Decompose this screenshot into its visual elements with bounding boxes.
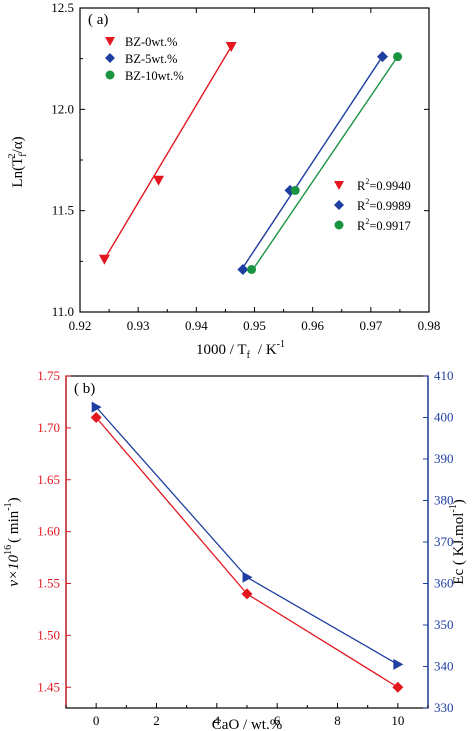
r2-marker-circle: [334, 220, 344, 230]
right-y-tick-label: 360: [434, 576, 454, 591]
data-point-2-0: [247, 264, 257, 274]
data-point-v-2: [392, 681, 404, 693]
right-y-tick-label: 350: [434, 617, 454, 632]
x-tick-label: 0.95: [243, 318, 266, 333]
x-tick-label: 0.92: [69, 318, 92, 333]
r2-text-bz0: R2=0.9940: [357, 177, 411, 193]
x-tick-label: 0.97: [359, 318, 382, 333]
data-point-v-1: [241, 588, 253, 600]
left-y-tick-label: 1.70: [37, 420, 60, 435]
panel-a-x-axis-label: 1000 / Tf / K-1: [196, 339, 285, 361]
data-point-0-2: [225, 42, 237, 53]
panel-a-legend-series: BZ-0wt.% BZ-5wt.% BZ-10wt.%: [105, 35, 184, 83]
right-y-tick-label: 380: [434, 493, 454, 508]
x-tick-label: 0.96: [301, 318, 324, 333]
panel-a-chart: ( a) 0.92 0.93 0.94 0.95 0.96 0.97 0.98 11.0 11.…: [7, 0, 440, 361]
panel-b-x-axis-label: CaO / wt.%: [212, 717, 282, 731]
legend-label-bz0: BZ-0wt.%: [125, 35, 177, 49]
panel-b-right-axis-label: Ec ( KJ.mol-1): [448, 499, 467, 584]
panel-a-y-axis-label: Ln(Tf2/α): [7, 136, 29, 187]
fit-line-0: [103, 46, 232, 260]
data-point-Ec-1: [242, 571, 253, 583]
legend-entry-bz0: BZ-0wt.%: [105, 35, 177, 49]
r2-entry-bz10: R2=0.9917: [334, 217, 411, 233]
fit-line-2: [251, 56, 399, 272]
legend-label-bz5: BZ-5wt.%: [125, 52, 177, 66]
panel-a-series: [98, 42, 403, 275]
data-point-0-0: [98, 254, 110, 265]
legend-marker-diamond: [105, 53, 115, 63]
data-point-2-1: [290, 185, 300, 195]
x-tick-label: 0.94: [185, 318, 208, 333]
left-y-tick-label: 1.75: [37, 368, 60, 383]
right-y-tick-label: 370: [434, 534, 454, 549]
r2-marker-triangle-down: [334, 181, 344, 190]
right-y-tick-label: 330: [434, 700, 454, 715]
right-y-tick-label: 400: [434, 410, 454, 425]
panel-a-label: ( a): [88, 12, 108, 28]
legend-marker-triangle-down: [105, 37, 115, 46]
left-y-tick-label: 1.55: [37, 576, 60, 591]
panel-b-ticks: 0 2 4 6 8 10 1.45 1.50 1.55 1.60 1.65 1.70 1.75 330 34…: [37, 368, 453, 728]
r2-entry-bz5: R2=0.9989: [334, 197, 411, 213]
r2-text-bz5: R2=0.9989: [357, 197, 411, 213]
panel-b-plot-frame: [65, 375, 429, 709]
x-tick-label: 8: [334, 713, 341, 728]
panel-b-label: ( b): [74, 381, 95, 397]
left-y-tick-label: 1.50: [37, 627, 60, 642]
panel-b-chart: ( b) 0 2 4 6 8 10 1.45 1.50 1.55 1.60 1.65 1.70 1.75…: [3, 368, 467, 731]
left-y-tick-label: 1.60: [37, 524, 60, 539]
data-point-2-2: [393, 52, 403, 62]
y-tick-label: 11.5: [52, 203, 74, 218]
r2-marker-diamond: [334, 200, 344, 210]
panel-b-left-axis-label: v×1016( min-1): [3, 497, 22, 586]
left-y-tick-label: 1.45: [37, 679, 60, 694]
x-tick-label: 2: [153, 713, 160, 728]
right-y-tick-label: 340: [434, 659, 454, 674]
data-point-Ec-0: [91, 401, 102, 413]
data-point-1-2: [376, 51, 388, 63]
left-y-tick-label: 1.65: [37, 472, 60, 487]
x-tick-label: 6: [274, 713, 281, 728]
x-tick-label: 4: [214, 713, 221, 728]
legend-marker-circle: [105, 70, 115, 80]
legend-entry-bz5: BZ-5wt.%: [105, 52, 177, 66]
right-y-tick-label: 390: [434, 451, 454, 466]
data-point-Ec-2: [393, 658, 404, 670]
data-point-v-0: [90, 412, 102, 423]
series-line-Ec: [95, 406, 399, 665]
panel-a-ticks: 0.92 0.93 0.94 0.95 0.96 0.97 0.98 11.0 11.5 12.0…: [51, 0, 440, 333]
data-point-0-1: [153, 175, 165, 186]
y-tick-label: 11.0: [52, 304, 74, 319]
r2-text-bz10: R2=0.9917: [357, 217, 411, 233]
x-tick-label: 0.93: [127, 318, 150, 333]
legend-entry-bz10: BZ-10wt.%: [105, 69, 184, 83]
r2-entry-bz0: R2=0.9940: [334, 177, 411, 193]
y-tick-label: 12.0: [51, 101, 74, 116]
data-point-1-0: [237, 263, 249, 275]
x-tick-label: 10: [391, 713, 404, 728]
fit-line-1: [241, 54, 385, 270]
x-tick-label: 0.98: [418, 318, 441, 333]
right-y-tick-label: 410: [434, 368, 454, 383]
panel-b-series: [90, 401, 404, 693]
x-tick-label: 0: [93, 713, 100, 728]
legend-label-bz10: BZ-10wt.%: [125, 69, 184, 83]
panel-a-legend-r2: R2=0.9940 R2=0.9989 R2=0.9917: [334, 177, 411, 233]
y-tick-label: 12.5: [51, 0, 74, 15]
